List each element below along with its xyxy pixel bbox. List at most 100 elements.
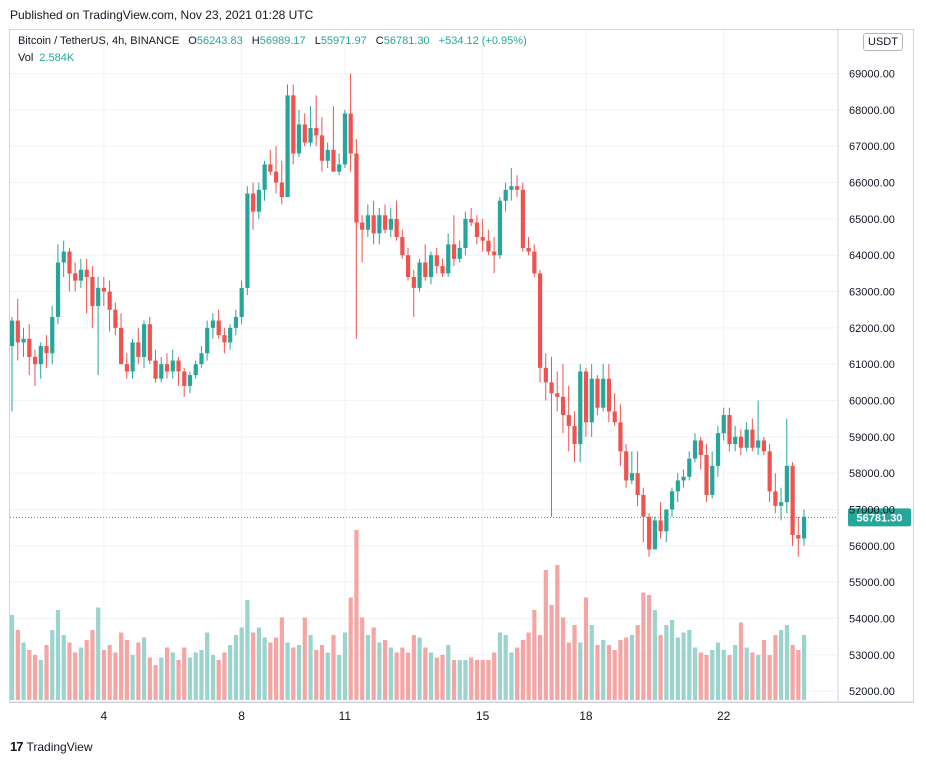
brand-name: TradingView <box>26 739 93 754</box>
volume-bar <box>15 630 20 700</box>
volume-bars <box>10 530 807 700</box>
volume-bar <box>583 597 589 700</box>
candle-body <box>704 454 709 495</box>
change-value: +534.12 (+0.95%) <box>438 35 527 47</box>
tradingview-logo-icon: 17 <box>10 739 24 754</box>
volume-bar <box>767 655 772 700</box>
time-tick-label: 22 <box>717 709 731 723</box>
volume-bar <box>721 650 726 700</box>
volume-bar <box>434 657 439 700</box>
candle-body <box>652 520 657 550</box>
volume-bar <box>802 635 807 700</box>
volume-bar <box>790 645 795 700</box>
candle-body <box>692 440 698 459</box>
volume-bar <box>78 647 84 700</box>
volume-bar <box>635 625 640 700</box>
candle-body <box>360 222 365 230</box>
candle-body <box>365 215 371 230</box>
volume-bar <box>779 630 784 700</box>
volume-bar <box>446 645 451 700</box>
candle-body <box>61 251 66 263</box>
volume-bar <box>199 650 204 700</box>
volume-bar <box>515 647 520 700</box>
volume-bar <box>474 660 480 700</box>
candle-body <box>331 149 336 172</box>
volume-bar <box>268 642 273 700</box>
volume-bar <box>428 652 434 700</box>
volume-bar <box>733 645 738 700</box>
candle-body <box>342 113 348 165</box>
candle-body <box>681 476 686 481</box>
candle-body <box>670 491 675 510</box>
candle-body <box>515 186 520 190</box>
candle-body <box>664 509 669 532</box>
candle-body <box>767 451 772 492</box>
candle-body <box>589 378 594 423</box>
currency-button[interactable]: USDT <box>863 33 903 51</box>
candle-body <box>15 320 20 343</box>
candle-body <box>538 273 543 368</box>
candle-body <box>170 360 175 372</box>
volume-bar <box>182 647 187 700</box>
candle-body <box>130 342 135 372</box>
candle-body <box>199 353 204 365</box>
candle-body <box>107 291 112 310</box>
volume-bar <box>629 635 635 700</box>
low-label: L <box>314 35 321 47</box>
candle-body <box>526 247 531 252</box>
candle-body <box>256 189 261 212</box>
time-tick-label: 18 <box>579 709 593 723</box>
close-label: C <box>375 35 384 47</box>
volume-bar <box>153 665 158 700</box>
last-price-label: 56781.30 <box>857 512 903 524</box>
candle-body <box>136 342 141 357</box>
candle-body <box>302 124 307 143</box>
volume-bar <box>27 650 32 700</box>
candle-body <box>601 378 606 408</box>
volume-bar <box>532 610 537 700</box>
candle-body <box>469 218 474 223</box>
volume-bar <box>383 640 388 700</box>
volume-bar <box>228 645 233 700</box>
candle-body <box>434 255 439 267</box>
candle-body <box>274 171 279 183</box>
candle-body <box>55 262 61 317</box>
volume-bar <box>572 625 577 700</box>
candle-body <box>205 327 210 354</box>
time-tick-label: 8 <box>238 709 245 723</box>
price-tick-label: 59000.00 <box>849 432 895 444</box>
volume-bar <box>692 647 698 700</box>
volume-bar <box>727 655 732 700</box>
candle-body <box>245 193 250 288</box>
candle-body <box>497 200 503 256</box>
candle-body <box>182 371 187 386</box>
volume-bar <box>601 640 606 700</box>
open-label: O <box>188 35 197 47</box>
volume-bar <box>136 642 141 700</box>
volume-bar <box>61 635 66 700</box>
symbol-legend: Bitcoin / TetherUS, 4h, BINANCE O56243.8… <box>18 35 527 47</box>
price-tick-label: 69000.00 <box>849 69 895 81</box>
candle-body <box>268 164 273 172</box>
volume-bar <box>750 652 755 700</box>
volume-bar <box>773 635 778 700</box>
price-tick-label: 60000.00 <box>849 396 895 408</box>
volume-bar <box>681 632 686 700</box>
candle-body <box>802 516 807 539</box>
volume-bar <box>337 655 342 700</box>
volume-bar <box>21 642 26 700</box>
candle-body <box>78 269 84 281</box>
last-price-tag <box>848 508 911 527</box>
volume-bar <box>423 647 428 700</box>
candle-body <box>761 440 767 452</box>
candle-body <box>187 375 193 386</box>
price-tick-label: 54000.00 <box>849 613 895 625</box>
volume-bar <box>480 660 485 700</box>
volume-bar <box>164 647 170 700</box>
candle-body <box>73 273 78 281</box>
candle-body <box>509 186 514 190</box>
volume-bar <box>296 645 302 700</box>
candle-body <box>629 473 635 481</box>
price-tick-label: 67000.00 <box>849 141 895 153</box>
